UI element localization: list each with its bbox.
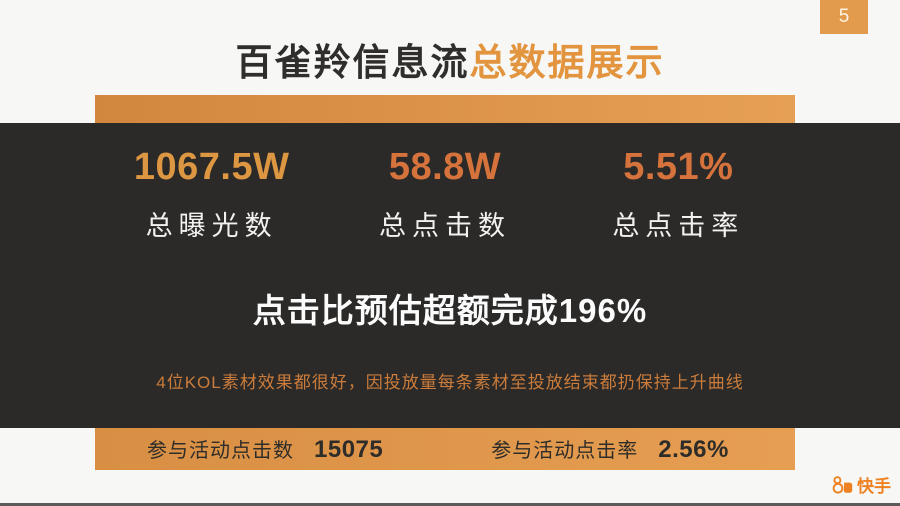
stat-total-ctr: 5.51% 总点击率 — [562, 147, 795, 240]
title-main-text: 百雀羚信息流 — [235, 42, 470, 83]
stat-label: 总点击率 — [612, 211, 745, 241]
page-number-badge: 5 — [820, 0, 868, 34]
stat-total-exposure: 1067.5W 总曝光数 — [95, 147, 328, 240]
stat-value: 1067.5W — [133, 146, 290, 188]
stat-total-clicks: 58.8W 总点击数 — [328, 147, 561, 240]
bottom-strip — [0, 503, 900, 506]
stat-label: 总曝光数 — [145, 211, 278, 241]
kol-note: 4位KOL素材效果都很好，因投放量每条素材至投放结束都扔保持上升曲线 — [156, 373, 744, 392]
activity-stats-bar: 参与活动点击数 15075 参与活动点击率 2.56% — [95, 428, 795, 470]
title-accent-bar — [95, 95, 795, 123]
kuaishou-logo-text: 快手 — [857, 477, 891, 496]
stat-value: 58.8W — [388, 146, 502, 188]
kuaishou-camera-icon — [831, 475, 854, 495]
kuaishou-logo: 快手 — [831, 472, 891, 497]
title-highlight-text: 总数据展示 — [469, 42, 665, 83]
stats-row: 1067.5W 总曝光数 58.8W 总点击数 5.51% 总点击率 — [95, 147, 795, 240]
stats-panel: 1067.5W 总曝光数 58.8W 总点击数 5.51% 总点击率 点击比预估… — [0, 123, 900, 428]
activity-clicks: 参与活动点击数 15075 — [147, 434, 383, 464]
headline-overachievement: 点击比预估超额完成196% — [252, 292, 648, 329]
activity-ctr-value: 2.56% — [658, 436, 729, 463]
activity-clicks-value: 15075 — [314, 436, 384, 463]
activity-ctr-label: 参与活动点击率 — [491, 440, 639, 462]
stat-value: 5.51% — [623, 146, 734, 188]
stat-label: 总点击数 — [378, 211, 511, 241]
activity-ctr: 参与活动点击率 2.56% — [491, 434, 729, 464]
slide-title: 百雀羚信息流总数据展示 — [0, 40, 900, 86]
activity-clicks-label: 参与活动点击数 — [147, 440, 294, 462]
